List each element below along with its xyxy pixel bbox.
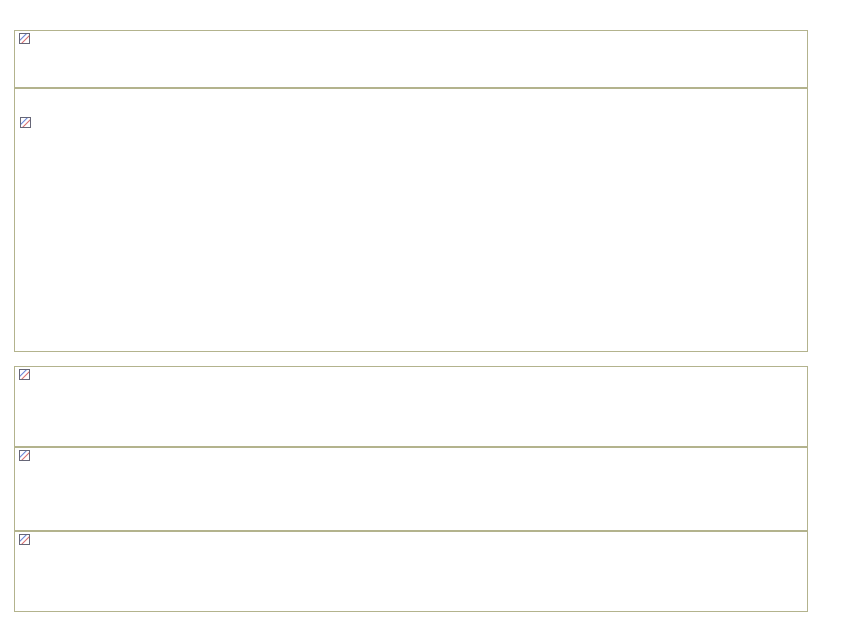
date-axis-top: [14, 352, 808, 366]
rsi-plot: [15, 31, 807, 87]
price-legend: [20, 117, 35, 128]
volume-panel-label: [19, 369, 34, 380]
rsi-panel: [14, 30, 808, 88]
stochastics-plot: [15, 532, 807, 611]
price-plot: [15, 89, 807, 351]
price-panel: [14, 88, 808, 352]
rsi-panel-label: [19, 33, 38, 44]
macd-panel: [14, 447, 808, 531]
indicator-icon: [19, 369, 30, 380]
macd-plot: [15, 448, 807, 530]
legend-icon: [20, 117, 31, 128]
volume-panel: [14, 366, 808, 447]
volume-plot: [15, 367, 807, 446]
indicator-icon: [19, 450, 30, 461]
price-legend-title-row: [20, 117, 35, 128]
macd-panel-label: [19, 450, 42, 461]
sto-panel-label: [19, 534, 42, 545]
stochastics-panel: [14, 531, 808, 612]
indicator-icon: [19, 33, 30, 44]
indicator-icon: [19, 534, 30, 545]
right-price-scale: [811, 0, 843, 630]
date-axis-bottom: [14, 613, 808, 627]
